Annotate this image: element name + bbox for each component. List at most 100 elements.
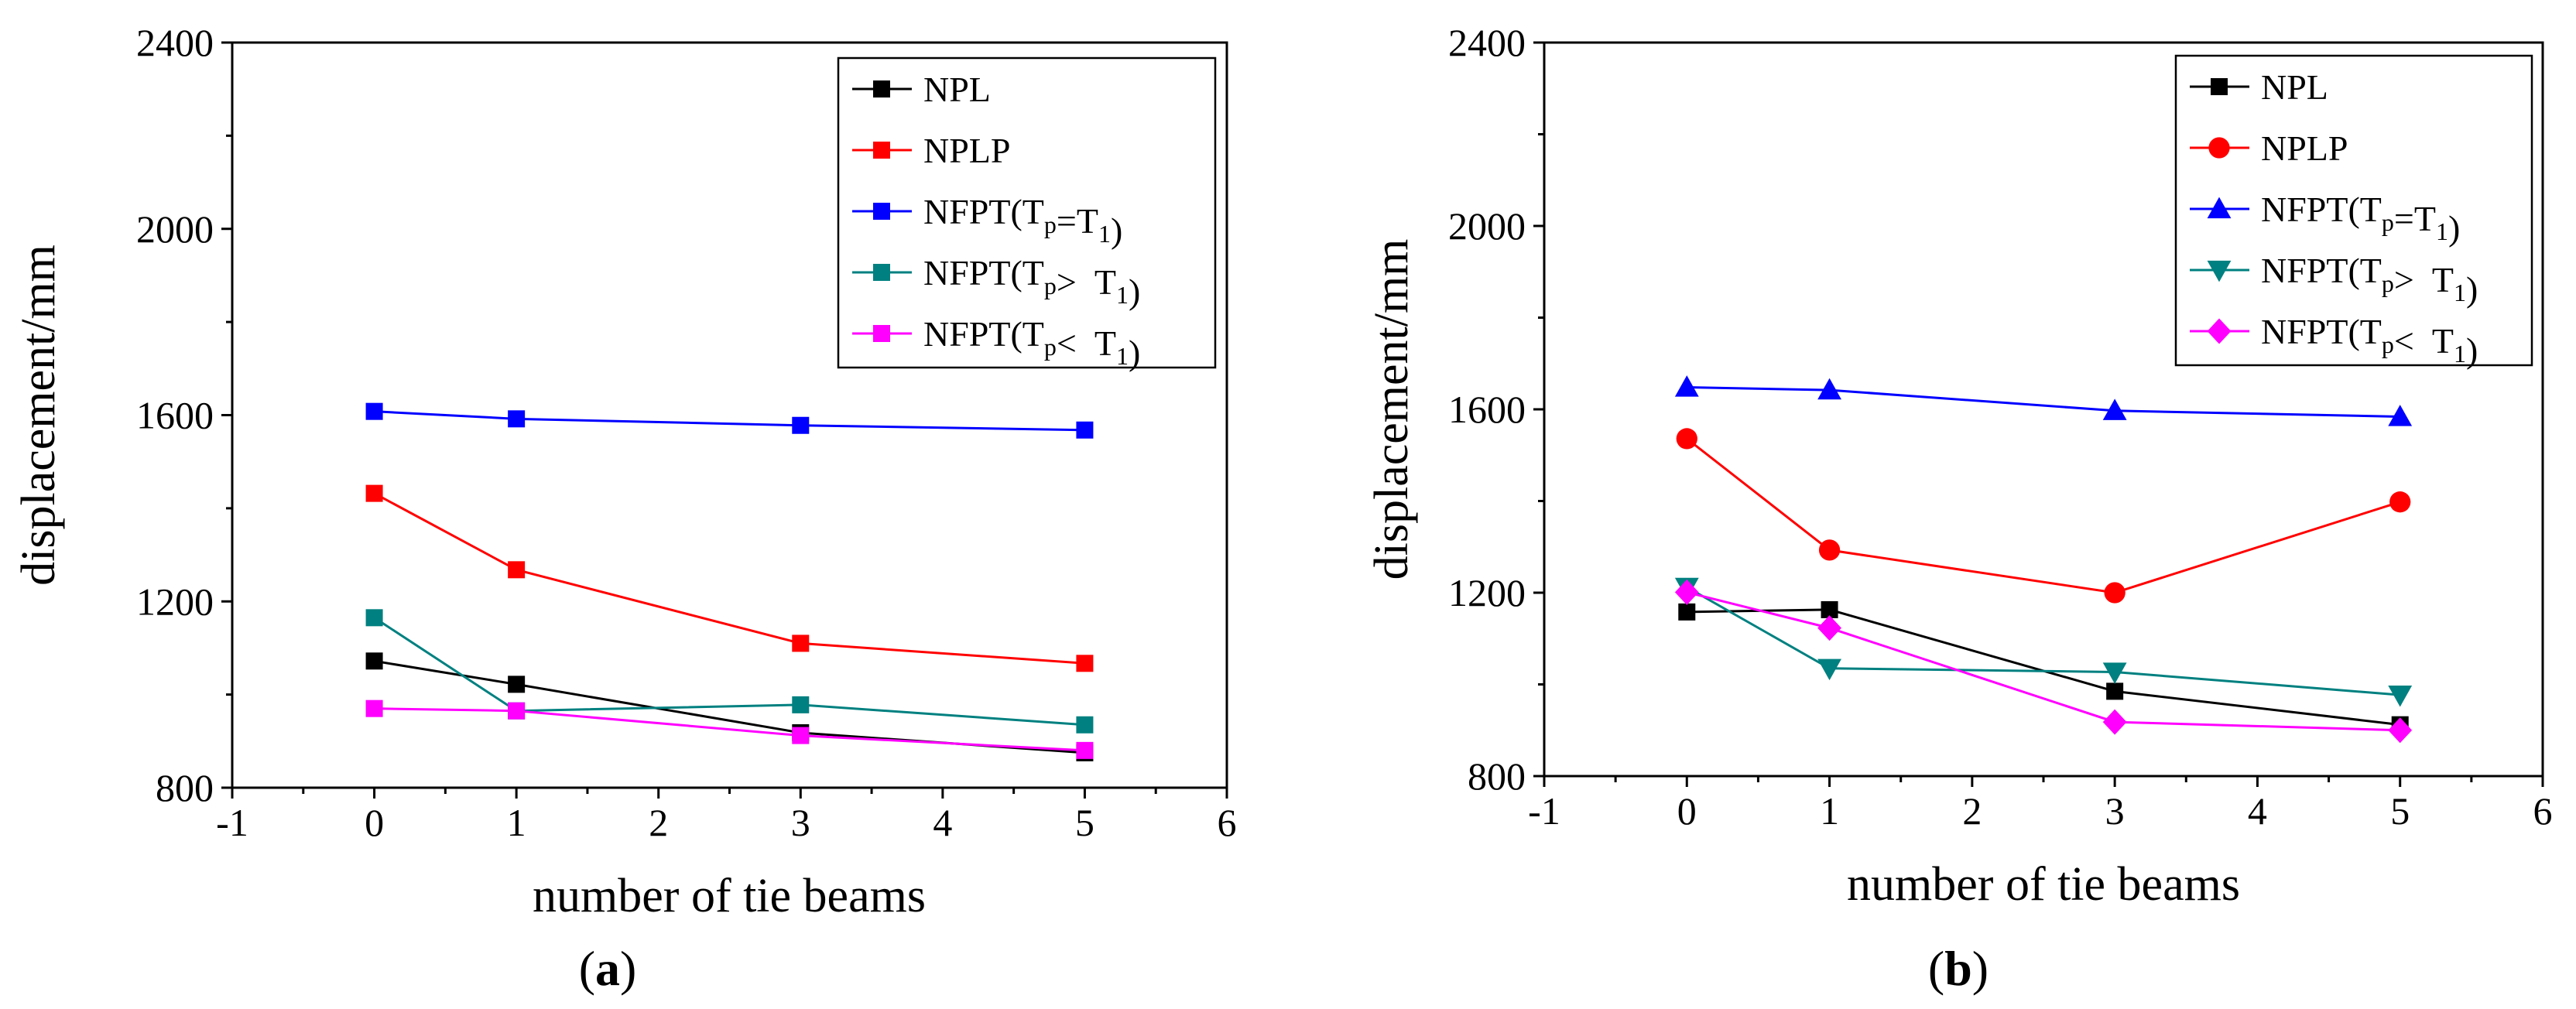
data-point xyxy=(1076,741,1094,759)
x-axis-label: number of tie beams xyxy=(1847,858,2240,911)
data-point xyxy=(792,416,810,434)
legend-marker xyxy=(2208,137,2230,159)
series-line xyxy=(374,707,1085,752)
x-tick-label: 6 xyxy=(2533,789,2553,833)
x-tick-label: 4 xyxy=(2248,789,2267,833)
x-tick-label: 0 xyxy=(1677,789,1697,833)
x-tick-label: -1 xyxy=(1528,789,1560,833)
series-line xyxy=(1686,590,2400,732)
legend-frame xyxy=(837,56,1217,369)
data-point xyxy=(2102,662,2127,684)
legend-marker xyxy=(873,325,890,342)
legend-label: NFPT(Tp< T1) xyxy=(2261,312,2478,370)
data-point xyxy=(1076,655,1094,672)
data-point xyxy=(2106,682,2124,700)
series-line xyxy=(373,492,1085,665)
data-point xyxy=(508,702,526,720)
y-tick-label: 2000 xyxy=(1448,204,1526,248)
data-point xyxy=(365,484,383,502)
y-tick-label: 800 xyxy=(1468,754,1526,798)
legend-label: NPLP xyxy=(2261,128,2348,168)
data-point xyxy=(1817,615,1841,641)
x-tick-label: 3 xyxy=(2105,789,2125,833)
data-point xyxy=(1678,603,1696,621)
data-point xyxy=(1674,375,1699,397)
y-tick-label: 2400 xyxy=(136,21,214,64)
y-tick-label: 1200 xyxy=(136,580,214,623)
legend: NPL NPLP NFPT(Tp=T1)NFPT(Tp> T1)NFPT(Tp< T… xyxy=(2174,54,2533,370)
legend-label: NFPT(Tp> T1) xyxy=(2261,251,2478,309)
y-tick-label: 1200 xyxy=(1448,571,1526,614)
x-tick-label: 1 xyxy=(507,801,526,844)
legend-frame xyxy=(2174,54,2533,367)
data-point xyxy=(1076,716,1094,734)
data-point xyxy=(1676,428,1697,450)
legend-label: NFPT(Tp=T1) xyxy=(2261,190,2460,248)
y-tick-label: 800 xyxy=(156,766,214,809)
legend-marker xyxy=(873,80,890,97)
series-line xyxy=(1687,608,2400,727)
legend-label: NPL xyxy=(923,70,991,109)
legend-marker xyxy=(873,142,890,159)
y-tick-label: 2400 xyxy=(1448,21,1526,64)
series-line xyxy=(1686,586,2400,696)
data-point xyxy=(365,609,383,627)
data-point xyxy=(2102,709,2127,735)
y-tick-label: 1600 xyxy=(1448,388,1526,431)
data-point xyxy=(2388,686,2413,707)
series-line xyxy=(1687,386,2400,418)
legend-label: NFPT(Tp=T1) xyxy=(923,192,1122,250)
legend-marker xyxy=(2207,318,2232,344)
x-tick-label: 4 xyxy=(933,801,952,844)
legend-label: NPL xyxy=(2261,67,2328,107)
data-point xyxy=(508,410,526,428)
legend-marker xyxy=(2211,78,2228,95)
data-point xyxy=(792,727,810,744)
x-tick-label: -1 xyxy=(216,801,248,844)
series-line xyxy=(1686,437,2401,594)
legend-marker xyxy=(873,264,890,281)
data-point xyxy=(2102,398,2127,420)
legend-label: NFPT(Tp> T1) xyxy=(923,253,1140,311)
x-tick-label: 5 xyxy=(1075,801,1094,844)
data-point xyxy=(1674,579,1699,605)
data-point xyxy=(508,676,526,693)
chart-a: -1 0 1 2 3 4 5 6 800 1200 1600 2000 2400 number of ti… xyxy=(12,21,1237,996)
legend-label: NPLP xyxy=(923,131,1010,170)
x-tick-label: 3 xyxy=(791,801,810,844)
y-axis-label: displacement/mm xyxy=(12,245,65,586)
data-point xyxy=(365,402,383,420)
panel-caption: (a) xyxy=(579,941,637,996)
data-point xyxy=(1076,421,1094,439)
legend-marker xyxy=(873,203,890,220)
data-point xyxy=(2388,405,2413,426)
x-tick-label: 2 xyxy=(1962,789,1982,833)
data-point xyxy=(792,696,810,713)
data-point xyxy=(1817,658,1841,681)
y-tick-label: 2000 xyxy=(136,207,214,251)
legend-label: NFPT(Tp< T1) xyxy=(923,314,1140,372)
data-point xyxy=(365,652,383,670)
data-point xyxy=(2389,491,2411,513)
data-point xyxy=(2388,717,2413,744)
series-line xyxy=(373,617,1085,727)
x-tick-label: 2 xyxy=(649,801,668,844)
legend-marker xyxy=(2207,197,2232,219)
y-tick-label: 1600 xyxy=(136,394,214,437)
legend: NPL NPLP NFPT(Tp=T1)NFPT(Tp> T1)NFPT(Tp< T… xyxy=(837,56,1217,372)
data-point xyxy=(365,699,383,717)
panel-caption: (b) xyxy=(1928,941,1989,996)
data-point xyxy=(508,561,526,579)
legend-marker xyxy=(2207,260,2232,282)
chart-b: -1 0 1 2 3 4 5 6 800 1200 1600 2000 2400 number of ti… xyxy=(1365,21,2553,996)
data-point xyxy=(1818,539,1841,561)
data-point xyxy=(2104,582,2126,604)
x-tick-label: 6 xyxy=(1218,801,1237,844)
x-axis-label: number of tie beams xyxy=(533,870,926,922)
x-tick-label: 5 xyxy=(2390,789,2410,833)
y-axis-label: displacement/mm xyxy=(1365,239,1418,580)
data-point xyxy=(1817,378,1841,400)
series-line xyxy=(374,410,1085,432)
data-point xyxy=(1821,600,1838,618)
data-point xyxy=(792,634,810,652)
